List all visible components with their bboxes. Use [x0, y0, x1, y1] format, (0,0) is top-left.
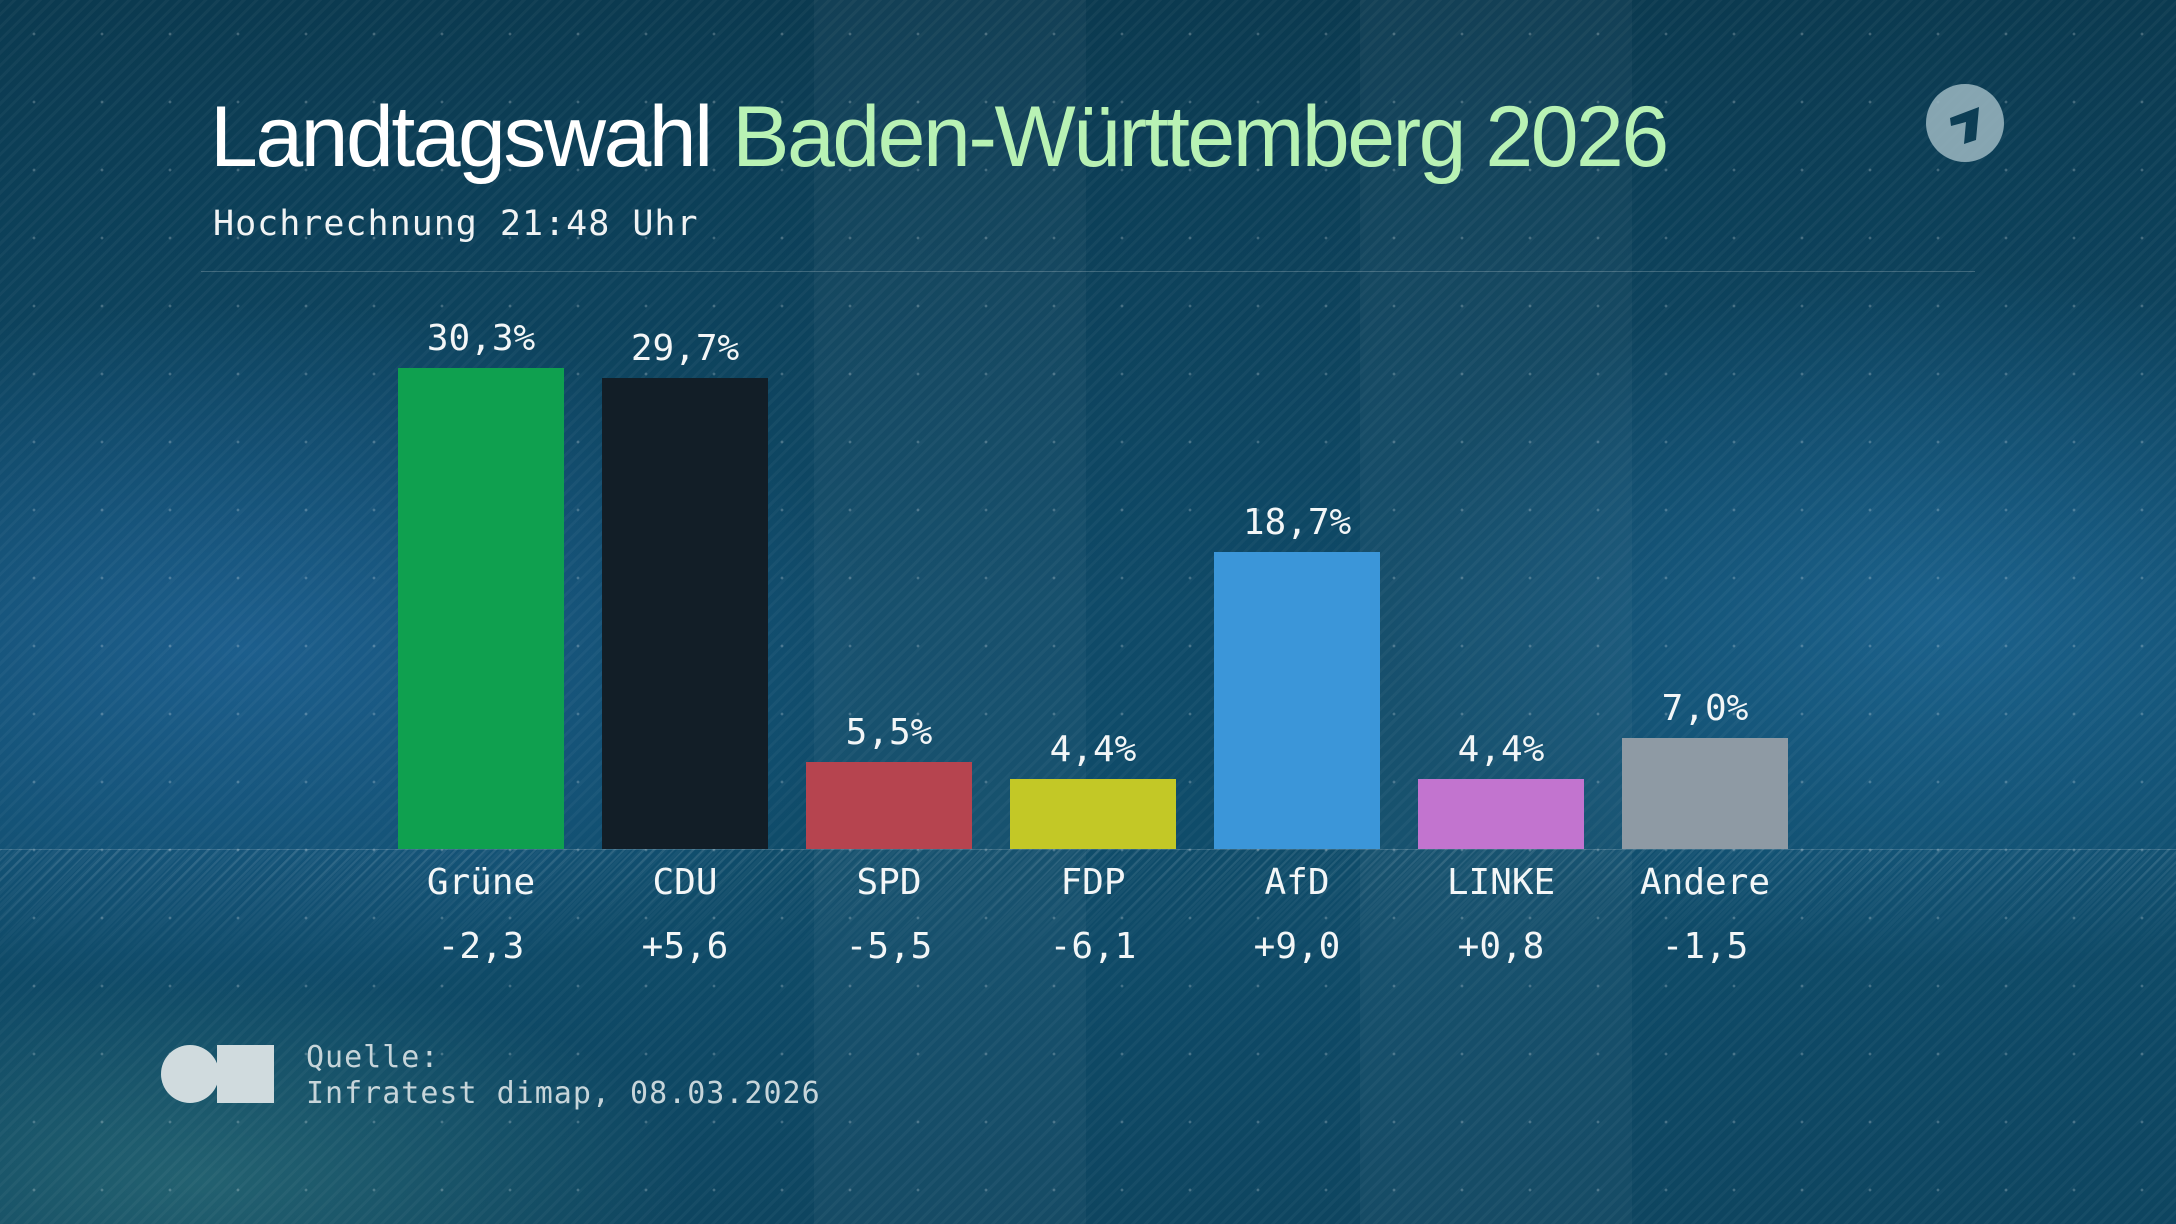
- party-label: LINKE: [1446, 862, 1556, 903]
- ard-logo-icon: [1926, 84, 2004, 162]
- chart-baseline: [0, 849, 2176, 850]
- value-label: 4,4%: [1457, 729, 1545, 771]
- change-label: +9,0: [1253, 926, 1341, 967]
- value-label: 5,5%: [845, 711, 933, 753]
- change-label: +5,6: [641, 926, 729, 967]
- bar-cdu: [602, 377, 768, 849]
- party-label: AfD: [1264, 862, 1330, 903]
- party-label: SPD: [856, 862, 922, 903]
- subtitle: Hochrechnung 21:48 Uhr: [213, 204, 699, 244]
- bar-linke: [1418, 779, 1584, 849]
- chart-floor: [0, 849, 2176, 959]
- infratest-dimap-logo-icon: [161, 1045, 274, 1103]
- title-white: Landtagswahl: [210, 89, 713, 185]
- title-green: Baden-Württemberg 2026: [732, 89, 1669, 185]
- party-label: CDU: [652, 862, 718, 903]
- change-label: -6,1: [1049, 926, 1137, 967]
- value-label: 30,3%: [426, 318, 536, 360]
- bar-andere: [1622, 737, 1788, 849]
- page-title: Landtagswahl Baden-Württemberg 2026: [210, 88, 1669, 187]
- bar-afd: [1214, 552, 1380, 849]
- change-label: -2,3: [437, 926, 525, 967]
- bar-grüne: [398, 368, 564, 849]
- divider: [201, 271, 1975, 272]
- party-label: Andere: [1639, 862, 1771, 903]
- change-label: +0,8: [1457, 926, 1545, 967]
- party-label: Grüne: [426, 862, 536, 903]
- value-label: 29,7%: [630, 327, 740, 369]
- change-label: -5,5: [845, 926, 933, 967]
- bar-fdp: [1010, 779, 1176, 849]
- bar-spd: [806, 761, 972, 849]
- value-label: 7,0%: [1661, 687, 1749, 729]
- change-label: -1,5: [1661, 926, 1749, 967]
- value-label: 18,7%: [1242, 502, 1352, 544]
- value-label: 4,4%: [1049, 729, 1137, 771]
- source-label: Quelle:: [306, 1040, 440, 1075]
- party-label: FDP: [1060, 862, 1126, 903]
- source-text: Infratest dimap, 08.03.2026: [306, 1076, 821, 1111]
